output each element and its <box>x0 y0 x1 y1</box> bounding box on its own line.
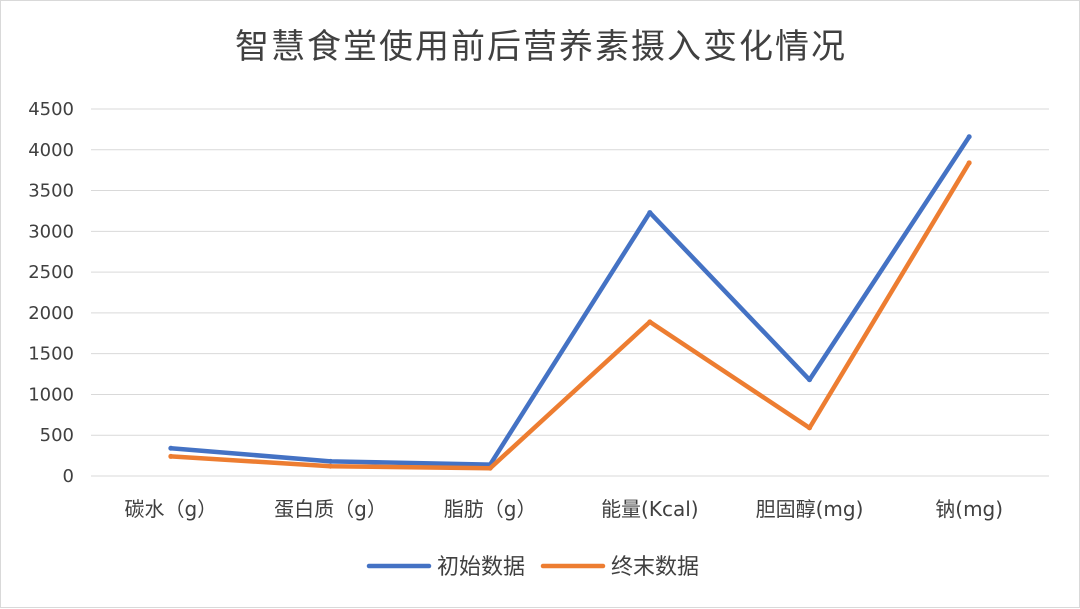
x-tick-label: 能量(Kcal) <box>601 497 699 521</box>
y-tick-label: 3500 <box>28 181 74 202</box>
y-tick-label: 1500 <box>28 344 74 365</box>
x-tick-label: 蛋白质（g） <box>274 497 387 521</box>
data-point <box>328 463 333 469</box>
x-axis: 碳水（g） 蛋白质（g） 脂肪（g） 能量(Kcal) 胆固醇(mg) 钠(mg) <box>124 497 1003 521</box>
series-lines <box>168 134 972 471</box>
y-tick-label: 3000 <box>28 221 74 242</box>
data-point <box>328 458 333 464</box>
data-point <box>966 134 972 140</box>
grid-lines <box>91 108 1049 477</box>
x-tick-label: 钠(mg) <box>935 497 1003 521</box>
chart-title: 智慧食堂使用前后营养素摄入变化情况 <box>235 27 847 67</box>
y-tick-label: 500 <box>40 425 74 446</box>
x-tick-label: 脂肪（g） <box>444 497 537 521</box>
data-point <box>807 425 812 431</box>
legend-label: 初始数据 <box>437 555 525 580</box>
y-tick-label: 1000 <box>28 384 74 405</box>
data-point <box>168 453 174 459</box>
data-point <box>487 465 493 471</box>
x-tick-label: 碳水（g） <box>124 497 217 521</box>
legend: 初始数据 终末数据 <box>366 555 699 580</box>
y-tick-label: 4500 <box>28 99 74 120</box>
x-tick-label: 胆固醇(mg) <box>756 497 864 521</box>
data-point <box>647 210 653 216</box>
legend-label: 终末数据 <box>611 555 699 580</box>
y-tick-label: 2500 <box>28 262 74 283</box>
y-tick-label: 0 <box>63 466 74 487</box>
y-tick-label: 4000 <box>28 140 74 161</box>
data-point <box>168 445 174 451</box>
series-line-0 <box>168 134 972 467</box>
data-point <box>966 160 972 166</box>
data-point <box>807 377 812 383</box>
y-tick-label: 2000 <box>28 303 74 324</box>
y-axis: 0 500 1000 1500 2000 2500 3000 3500 4000 4500 <box>28 99 74 487</box>
series-line-1 <box>168 160 972 471</box>
data-point <box>647 319 653 325</box>
